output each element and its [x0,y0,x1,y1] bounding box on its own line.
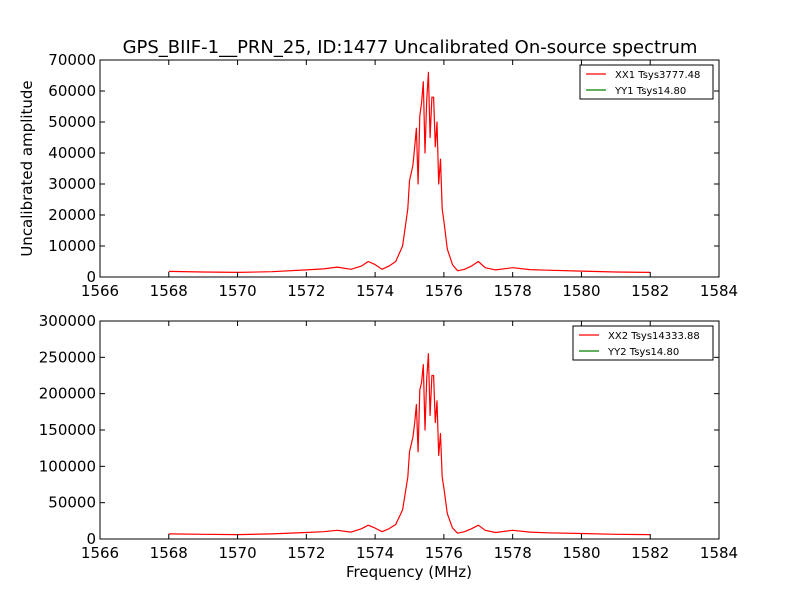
top-plot-panel: 1566 1568 1570 1572 1574 1576 1578 1580 1582 1584… [18,51,738,300]
x-tick-label: 1578 [494,544,532,562]
y-tick-label: 100000 [39,457,96,475]
x-tick-label: 1578 [494,282,532,300]
figure-title: GPS_BIIF-1__PRN_25, ID:1477 Uncalibrated… [123,37,698,58]
x-tick-label: 1572 [287,544,325,562]
legend-box [572,325,714,361]
x-tick-label: 1568 [150,544,188,562]
x-tick-label: 1576 [425,544,463,562]
y-tick-label: 60000 [48,82,96,100]
x-tick-label: 1572 [287,282,325,300]
x-tick-label: 1576 [425,282,463,300]
legend: XX1 Tsys3777.48 YY1 Tsys14.80 [579,64,714,100]
legend-entry-2: YY1 Tsys14.80 [614,86,686,97]
y-tick-label: 30000 [48,175,96,193]
x-tick-label: 1584 [700,544,738,562]
legend-entry-2: YY2 Tsys14.80 [607,347,679,358]
x-tick-label: 1566 [81,282,119,300]
y-tick-label: 40000 [48,144,96,162]
y-tick-label: 250000 [39,348,96,366]
y-tick-label: 200000 [39,385,96,403]
x-tick-label: 1570 [218,282,256,300]
x-axis-label: Frequency (MHz) [346,563,472,581]
y-tick-label: 0 [86,268,96,286]
series-line-1 [168,71,651,273]
x-tick-label: 1574 [356,544,394,562]
legend: XX2 Tsys14333.88 YY2 Tsys14.80 [572,325,714,361]
x-tick-label: 1566 [81,544,119,562]
y-tick-label: 50000 [48,494,96,512]
legend-entry-1: XX1 Tsys3777.48 [615,70,700,81]
x-tick-label: 1582 [631,544,669,562]
x-tick-label: 1574 [356,282,394,300]
legend-entry-1: XX2 Tsys14333.88 [608,331,700,342]
y-tick-label: 50000 [48,113,96,131]
x-tick-label: 1568 [150,282,188,300]
plot-frame [99,59,720,278]
series-line-1 [168,353,651,536]
x-tick-label: 1580 [562,282,600,300]
y-tick-label: 10000 [48,237,96,255]
y-axis-label: Uncalibrated amplitude [18,80,36,256]
x-tick-label: 1580 [562,544,600,562]
y-tick-label: 150000 [39,421,96,439]
bottom-plot-panel: 1566 1568 1570 1572 1574 1576 1578 1580 1582 1584… [39,312,738,562]
x-tick-label: 1582 [631,282,669,300]
y-tick-label: 20000 [48,206,96,224]
y-tick-label: 300000 [39,312,96,330]
x-tick-label: 1584 [700,282,738,300]
x-tick-label: 1570 [218,544,256,562]
legend-box [579,64,714,100]
y-tick-label: 0 [86,530,96,548]
y-tick-label: 70000 [48,51,96,69]
